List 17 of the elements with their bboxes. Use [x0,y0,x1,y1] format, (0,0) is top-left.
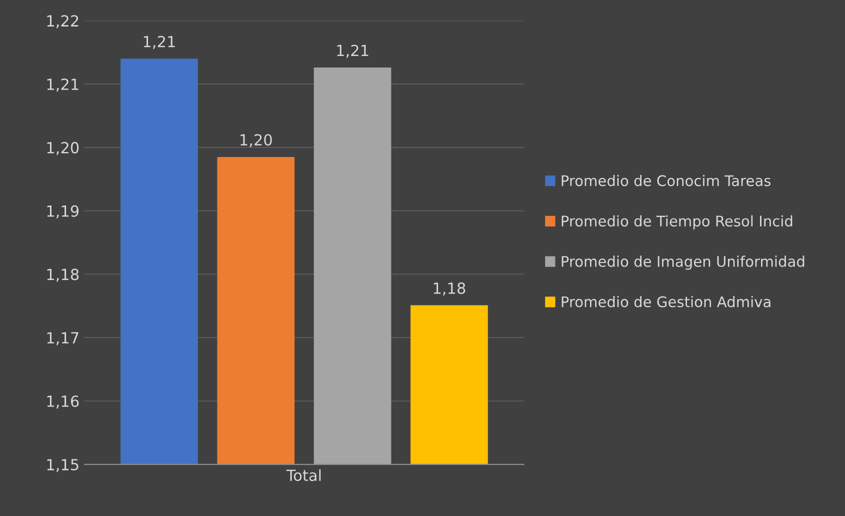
y-tick-label: 1,20 [47,142,79,156]
y-tick-label: 1,19 [47,205,79,218]
y-tick-label: 1,18 [47,268,79,282]
legend-label: Promedio de Tiempo Resol Incid [562,215,792,230]
x-tick-label: Total [286,469,321,482]
y-tick-label: 1,17 [47,332,78,346]
data-label: 1,21 [144,36,175,49]
legend-label: Promedio de Conocim Tareas [562,174,771,186]
data-label: 1,21 [337,44,368,58]
y-tick-label: 1,22 [47,15,78,28]
y-tick-label: 1,15 [47,459,78,472]
y-tick-label: 1,16 [47,395,79,409]
legend-label: Promedio de Gestion Admiva [562,296,770,308]
y-tick-label: 1,21 [47,78,78,92]
legend-label: Promedio de Imagen Uniformidad [562,256,804,270]
data-label: 1,18 [434,282,466,296]
data-label: 1,20 [240,134,272,148]
